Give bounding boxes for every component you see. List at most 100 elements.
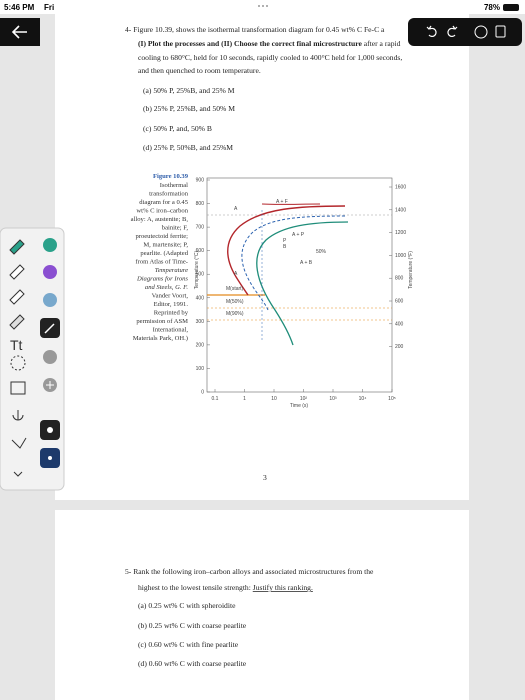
color-swatch[interactable] xyxy=(43,350,57,364)
caption-line: pearlite. (Adapted xyxy=(140,250,188,257)
page-number: 3 xyxy=(263,473,267,482)
text: 4- Figure 10.39, shows the isothermal tr… xyxy=(125,25,385,34)
region-label: A + P xyxy=(292,232,305,238)
x-tick-label: 10 xyxy=(271,396,277,402)
y2-tick-label: 600 xyxy=(395,299,404,305)
caption-line: wt% C iron–carbon xyxy=(136,208,188,215)
caption-line: Materials Park, OH.) xyxy=(133,335,188,342)
region-label: A + F xyxy=(276,199,288,205)
region-label: 50% xyxy=(316,249,327,255)
pencil-tool[interactable] xyxy=(9,264,25,280)
text-tool[interactable]: Tt xyxy=(10,337,23,353)
caption-line: transformation xyxy=(149,191,189,198)
y-tick-label: 0 xyxy=(201,390,204,396)
caption-line: and Steels, G. F. xyxy=(145,284,188,291)
image-tool[interactable] xyxy=(10,381,26,395)
caption-line: Isothermal xyxy=(160,182,188,189)
caption-line: International, xyxy=(153,327,189,334)
page-sheet xyxy=(55,510,469,700)
caption-line: M, martensite; P, xyxy=(143,242,188,249)
text: after a rapid xyxy=(364,39,401,48)
y2-tick-label: 1200 xyxy=(395,230,406,236)
swatch-icon xyxy=(44,323,55,334)
back-button[interactable] xyxy=(0,18,40,46)
caption-title: Figure 10.39 xyxy=(153,173,189,180)
option: (a) 50% P, 25%B, and 25% M xyxy=(143,86,235,95)
color-swatch[interactable] xyxy=(43,265,57,279)
caption-line: Vander Voort, xyxy=(152,293,189,300)
dot xyxy=(266,5,268,7)
caption-line: proeutectoid ferrite; xyxy=(135,233,188,240)
size-dot xyxy=(48,456,52,460)
region-label: A xyxy=(234,271,238,277)
x-tick-label: 10² xyxy=(300,396,308,402)
undo-icon[interactable] xyxy=(426,25,437,38)
region-label: M(start) xyxy=(226,286,244,292)
text: 5- Rank the following iron–carbon alloys… xyxy=(125,567,374,576)
option: (c) 0.60 wt% C with fine pearlite xyxy=(138,640,239,649)
question-4: 4- Figure 10.39, shows the isothermal tr… xyxy=(125,25,402,152)
region-label: B xyxy=(283,244,287,250)
text: highest to the lowest tensile strength: xyxy=(138,583,251,592)
status-day: Fri xyxy=(44,3,54,12)
pen-tool[interactable] xyxy=(9,239,25,255)
plot-frame xyxy=(206,177,393,393)
x-tick-label: 10⁴ xyxy=(359,396,367,402)
y2-tick-label: 200 xyxy=(395,344,404,350)
dot xyxy=(262,5,264,7)
y-axis-label: Temperature (°C) xyxy=(194,250,200,289)
figure: Figure 10.39 Isothermal transformationdia… xyxy=(131,173,414,409)
y2-tick-label: 1000 xyxy=(395,253,406,259)
color-swatch[interactable] xyxy=(43,293,57,307)
caption-line: Reprinted by xyxy=(154,310,189,317)
x-axis-label: Time (s) xyxy=(290,403,308,409)
caption-line: Temperature xyxy=(155,267,188,274)
option: (b) 0.25 wt% C with coarse pearlite xyxy=(138,621,247,630)
caption-line: alloy: A, austenite; B, xyxy=(131,216,189,223)
y-tick-label: 900 xyxy=(196,178,205,184)
region-label: M(50%) xyxy=(226,299,244,305)
text: Justify this ranking. xyxy=(253,583,313,592)
lasso-tool[interactable] xyxy=(10,355,26,371)
toolbar-bg xyxy=(408,18,522,46)
more-icon[interactable] xyxy=(474,25,488,39)
redo-icon[interactable] xyxy=(447,25,458,38)
y-tick-label: 700 xyxy=(196,225,205,231)
y-tick-label: 300 xyxy=(196,319,205,325)
region-label: M(90%) xyxy=(226,311,244,317)
y-tick-label: 500 xyxy=(196,272,205,278)
option: (d) 25% P, 50%B, and 25%M xyxy=(143,143,233,152)
y2-tick-label: 1600 xyxy=(395,185,406,191)
copy-icon[interactable] xyxy=(495,25,506,38)
dot xyxy=(258,5,260,7)
text: highest to the lowest tensile strength: … xyxy=(138,583,313,592)
color-swatch[interactable] xyxy=(43,238,57,252)
y-tick-label: 600 xyxy=(196,248,205,254)
y-tick-label: 200 xyxy=(196,342,205,348)
marker-tool[interactable] xyxy=(9,289,25,305)
battery-icon xyxy=(503,4,519,11)
eraser-tool[interactable] xyxy=(9,314,25,330)
y2-axis-label: Temperature (°F) xyxy=(408,251,414,289)
hand-tool[interactable] xyxy=(11,437,27,449)
caption-line: permission of ASM xyxy=(136,318,188,325)
finish-curve xyxy=(256,221,349,346)
region-label: A + B xyxy=(300,260,313,266)
battery-text: 78% xyxy=(484,3,500,12)
region-label: P xyxy=(283,238,287,244)
caption-line: bainite; F, xyxy=(162,225,189,232)
option: (a) 0.25 wt% C with spheroidite xyxy=(138,601,236,610)
y2-tick-label: 400 xyxy=(395,321,404,327)
option: (b) 25% P, 25%B, and 50% M xyxy=(143,104,235,113)
x-tick-label: 10⁵ xyxy=(388,396,396,402)
size-dot xyxy=(47,427,53,433)
top-toolbar xyxy=(408,18,522,46)
back-icon[interactable] xyxy=(11,25,27,39)
mic-tool[interactable] xyxy=(12,410,24,421)
text: cooling to 680°C, held for 10 seconds, r… xyxy=(138,53,402,62)
collapse[interactable] xyxy=(13,471,23,477)
y2-tick-label: 1400 xyxy=(395,207,406,213)
y2-tick-label: 800 xyxy=(395,276,404,282)
x-tick-label: 1 xyxy=(243,396,246,402)
